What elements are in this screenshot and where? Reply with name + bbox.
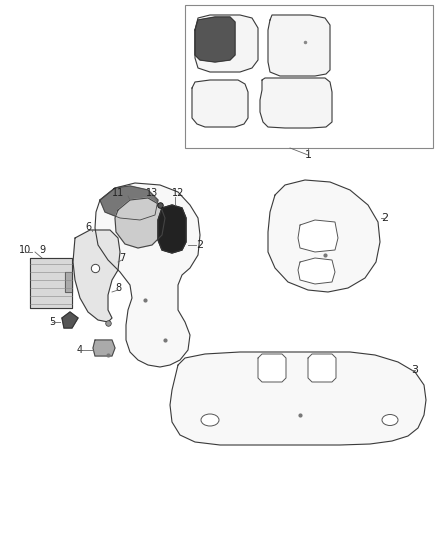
Text: 6: 6	[85, 222, 91, 232]
Polygon shape	[100, 186, 158, 220]
Text: 7: 7	[119, 253, 125, 263]
Polygon shape	[308, 354, 336, 382]
Polygon shape	[268, 180, 380, 292]
Polygon shape	[73, 230, 120, 322]
Text: 4: 4	[77, 345, 83, 355]
Text: 13: 13	[146, 188, 158, 198]
Text: 1: 1	[304, 150, 311, 160]
Text: 12: 12	[172, 188, 184, 198]
Text: 2: 2	[196, 240, 204, 250]
Polygon shape	[62, 312, 78, 328]
Bar	[185, 5, 433, 148]
Polygon shape	[115, 198, 165, 248]
Text: 2: 2	[381, 213, 389, 223]
Polygon shape	[258, 354, 286, 382]
Polygon shape	[93, 340, 115, 356]
Polygon shape	[260, 78, 332, 128]
Text: 5: 5	[49, 317, 55, 327]
Polygon shape	[158, 205, 186, 253]
Polygon shape	[268, 15, 330, 76]
Text: 9: 9	[39, 245, 45, 255]
Polygon shape	[95, 183, 200, 367]
Polygon shape	[195, 15, 258, 72]
Text: 10: 10	[19, 245, 31, 255]
Text: 11: 11	[112, 188, 124, 198]
Polygon shape	[65, 272, 72, 292]
Polygon shape	[298, 258, 335, 284]
Polygon shape	[298, 220, 338, 252]
Polygon shape	[170, 352, 426, 445]
Text: 8: 8	[115, 283, 121, 293]
Ellipse shape	[382, 415, 398, 425]
Text: 3: 3	[411, 365, 418, 375]
Polygon shape	[30, 258, 72, 308]
Polygon shape	[192, 80, 248, 127]
Polygon shape	[195, 17, 235, 62]
Ellipse shape	[201, 414, 219, 426]
